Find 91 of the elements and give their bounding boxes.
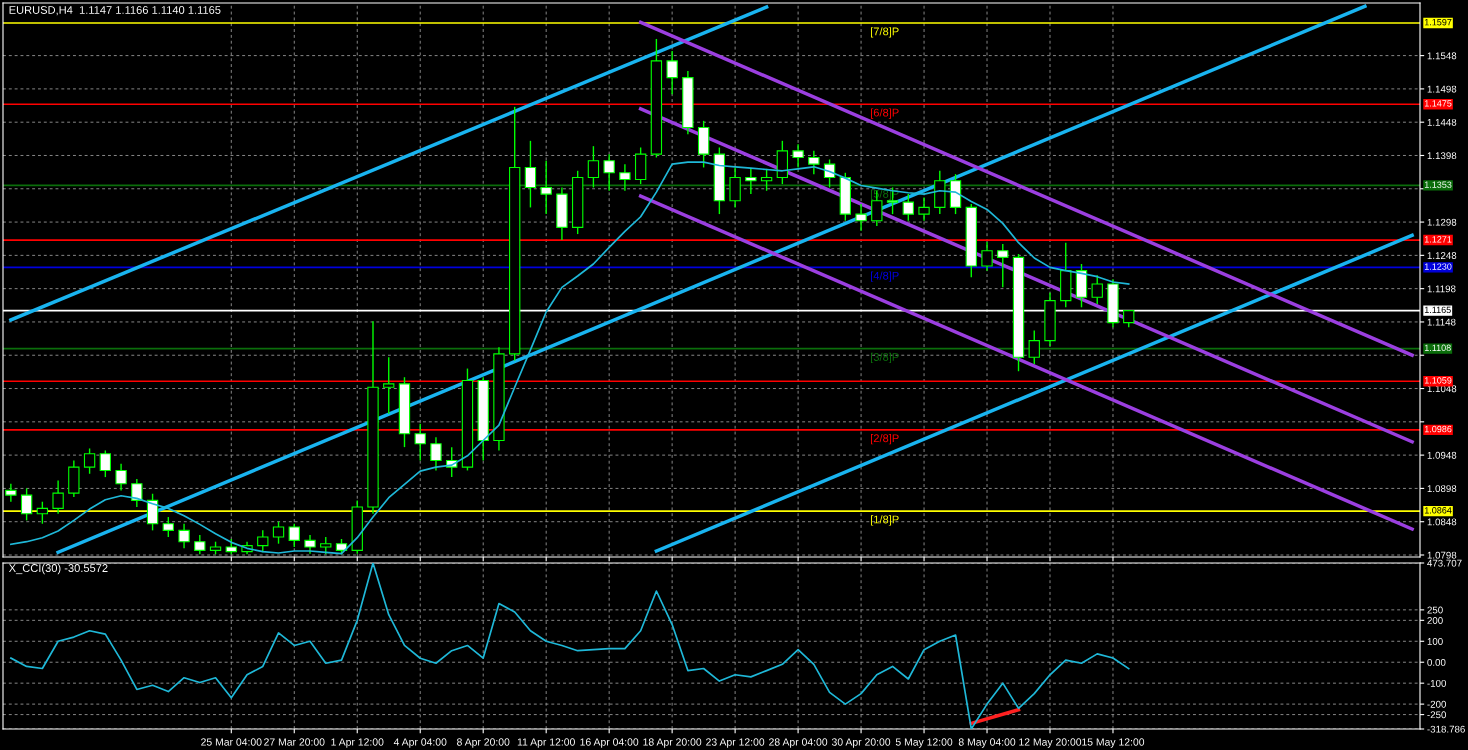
candlestick bbox=[36, 501, 49, 525]
x-tick-label: 8 Apr 20:00 bbox=[457, 738, 510, 748]
candlestick bbox=[178, 523, 190, 550]
y-tick-label: 473.707 bbox=[1427, 559, 1462, 567]
ref-line-label: 1.0864 bbox=[1424, 507, 1452, 514]
ref-line-label: 1.1165 bbox=[1424, 306, 1451, 314]
y-tick-label: 1.1498 bbox=[1427, 85, 1457, 93]
candlestick bbox=[603, 153, 615, 192]
x-tick-label: 5 May 12:00 bbox=[895, 738, 953, 748]
x-tick-label: 28 Apr 04:00 bbox=[769, 738, 828, 748]
x-tick-label: 8 May 04:00 bbox=[958, 738, 1016, 748]
x-tick-label: 12 May 20:00 bbox=[1019, 738, 1082, 748]
candlestick bbox=[272, 521, 285, 545]
x-tick-label: 16 Apr 04:00 bbox=[580, 738, 639, 748]
candlestick bbox=[745, 168, 757, 195]
candlestick bbox=[383, 356, 395, 415]
candlestick bbox=[99, 449, 112, 478]
y-tick-label: 1.1448 bbox=[1427, 118, 1457, 126]
candlestick bbox=[792, 143, 804, 169]
x-tick-label: 23 Apr 12:00 bbox=[706, 738, 765, 748]
ref-line-label: 1.1271 bbox=[1424, 236, 1452, 243]
candlestick bbox=[288, 523, 300, 548]
candlestick bbox=[524, 140, 537, 209]
y-tick-label: 200 bbox=[1427, 617, 1443, 624]
y-tick-label: 1.0898 bbox=[1427, 485, 1457, 493]
candlestick bbox=[304, 534, 316, 555]
candlestick bbox=[414, 423, 426, 462]
x-tick-label: 25 Mar 04:00 bbox=[201, 738, 262, 746]
ref-line-label: 1.1353 bbox=[1424, 181, 1452, 188]
ref-line-label: 1.1475 bbox=[1424, 100, 1452, 107]
candlestick bbox=[902, 193, 914, 222]
x-tick-label: 18 Apr 20:00 bbox=[643, 738, 702, 748]
y-tick-label: -250 bbox=[1427, 711, 1447, 719]
x-tick-label: 4 Apr 04:00 bbox=[393, 738, 447, 748]
candlestick bbox=[430, 436, 442, 472]
candlestick bbox=[257, 529, 269, 554]
candlestick bbox=[1091, 274, 1103, 305]
chart-title: EURUSD,H4 1.1147 1.1166 1.1140 1.1165 bbox=[9, 6, 221, 16]
x-tick-label: 27 Mar 20:00 bbox=[264, 738, 325, 746]
y-tick-label: 1.1198 bbox=[1427, 285, 1456, 293]
y-tick-label: -318.786 bbox=[1427, 725, 1465, 733]
candlestick bbox=[131, 478, 143, 508]
y-tick-label: 100 bbox=[1427, 638, 1443, 645]
candlestick bbox=[1028, 329, 1040, 365]
candlestick bbox=[540, 160, 552, 215]
candlestick bbox=[666, 50, 678, 95]
x-tick-label: 11 Apr 12:00 bbox=[517, 738, 575, 748]
candlestick bbox=[115, 463, 127, 492]
candlestick bbox=[587, 145, 600, 189]
annotation: [3/8]P bbox=[871, 352, 899, 364]
candlestick bbox=[823, 158, 836, 189]
candlestick bbox=[808, 150, 820, 175]
ref-line-label: 1.1230 bbox=[1424, 263, 1452, 270]
candlestick bbox=[997, 243, 1009, 289]
y-tick-label: 1.1298 bbox=[1427, 218, 1457, 226]
candlestick bbox=[981, 241, 993, 272]
y-tick-label: 0.00 bbox=[1427, 658, 1446, 666]
ref-line-label: 1.0986 bbox=[1424, 425, 1452, 433]
annotation: [7/8]P bbox=[871, 27, 899, 38]
y-tick-label: 1.1548 bbox=[1427, 52, 1457, 60]
candlestick bbox=[855, 203, 867, 232]
y-tick-label: 1.0798 bbox=[1427, 551, 1457, 559]
y-tick-label: 1.1148 bbox=[1427, 318, 1456, 326]
y-tick-label: 1.0848 bbox=[1427, 518, 1457, 526]
y-tick-label: 1.1398 bbox=[1427, 152, 1457, 160]
annotation: [4/8]P bbox=[871, 271, 899, 282]
candlestick bbox=[20, 487, 33, 522]
y-tick-label: 250 bbox=[1427, 606, 1443, 614]
annotation: [2/8]P bbox=[871, 433, 899, 445]
candlestick bbox=[162, 516, 174, 538]
annotation: [6/8]P bbox=[871, 108, 899, 119]
y-tick-label: -100 bbox=[1427, 679, 1447, 687]
y-tick-label: 1.0948 bbox=[1427, 451, 1457, 459]
candlestick bbox=[918, 196, 930, 222]
y-tick-label: -200 bbox=[1427, 700, 1447, 708]
candlestick bbox=[760, 168, 773, 192]
candlestick bbox=[52, 479, 64, 515]
line-series bbox=[10, 563, 1130, 729]
annotation: [1/8]P bbox=[871, 515, 899, 526]
ref-line-label: 1.1059 bbox=[1424, 377, 1452, 384]
ref-line-label: 1.1108 bbox=[1424, 344, 1451, 352]
y-tick-label: 1.1248 bbox=[1427, 252, 1457, 259]
candlestick bbox=[619, 163, 631, 192]
x-tick-label: 30 Apr 20:00 bbox=[831, 738, 891, 748]
x-tick-label: 1 Apr 12:00 bbox=[331, 738, 384, 748]
candlestick bbox=[729, 166, 741, 209]
candlestick bbox=[194, 534, 206, 556]
candlestick bbox=[83, 447, 96, 475]
chart-title: X_CCI(30) -30.5572 bbox=[8, 563, 108, 575]
x-tick-label: 15 May 12:00 bbox=[1082, 738, 1145, 748]
ref-line-label: 1.1597 bbox=[1424, 19, 1452, 26]
